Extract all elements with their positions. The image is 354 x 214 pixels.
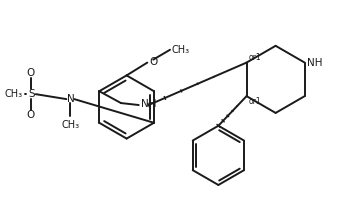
Text: CH₃: CH₃ — [5, 89, 23, 99]
Text: S: S — [29, 89, 35, 99]
Text: O: O — [27, 68, 35, 79]
Text: NH: NH — [307, 58, 322, 68]
Text: or1: or1 — [249, 53, 261, 62]
Text: or1: or1 — [249, 97, 261, 106]
Text: CH₃: CH₃ — [61, 120, 79, 130]
Text: O: O — [27, 110, 35, 120]
Text: NH: NH — [141, 99, 156, 109]
Text: N: N — [68, 94, 75, 104]
Text: O: O — [149, 56, 158, 67]
Text: CH₃: CH₃ — [171, 45, 189, 55]
